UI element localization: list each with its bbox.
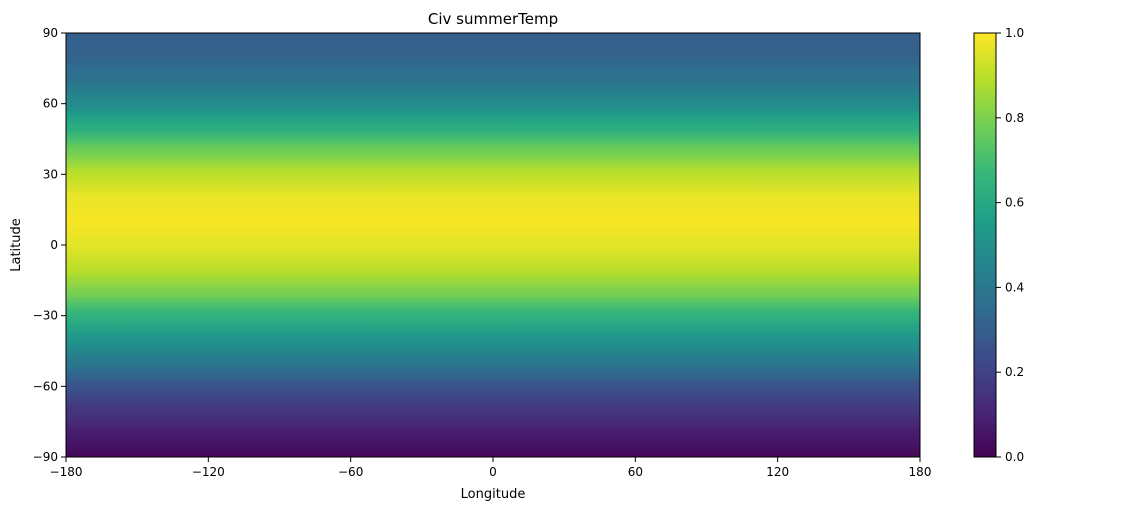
heatmap-field bbox=[66, 33, 920, 457]
heatmap-cell bbox=[66, 404, 920, 416]
x-tick-label: −180 bbox=[50, 465, 83, 479]
colorbar-tick-label: 1.0 bbox=[1005, 26, 1024, 40]
x-tick-label: −120 bbox=[192, 465, 225, 479]
heatmap-cell bbox=[66, 309, 920, 322]
heatmap-cell bbox=[66, 380, 920, 393]
x-axis: −180 −120 −60 0 60 120 180 bbox=[50, 457, 932, 479]
y-tick-label: 0 bbox=[50, 238, 58, 252]
heatmap-cell bbox=[66, 427, 920, 440]
colorbar-axis: 0.0 0.2 0.4 0.6 0.8 1.0 bbox=[996, 26, 1024, 464]
heatmap-cell bbox=[66, 50, 920, 63]
colorbar-tick-label: 0.0 bbox=[1005, 450, 1024, 464]
heatmap-cell bbox=[66, 168, 920, 181]
x-tick-label: 0 bbox=[489, 465, 497, 479]
heatmap-cell bbox=[66, 239, 920, 251]
y-tick-label: −90 bbox=[33, 450, 58, 464]
y-tick-label: 60 bbox=[43, 97, 58, 111]
colorbar-tick-label: 0.6 bbox=[1005, 196, 1024, 210]
heatmap-cell bbox=[66, 74, 920, 86]
heatmap-cell bbox=[66, 262, 920, 275]
colorbar bbox=[973, 32, 997, 458]
y-axis-label: Latitude bbox=[9, 218, 24, 272]
chart-title: Civ summerTemp bbox=[428, 10, 558, 28]
x-tick-label: −60 bbox=[338, 465, 363, 479]
heatmap-cell bbox=[66, 121, 920, 134]
heatmap-cell bbox=[66, 333, 920, 346]
heatmap-cell bbox=[66, 286, 920, 298]
colorbar-tick-label: 0.2 bbox=[1005, 365, 1024, 379]
heatmap-cell bbox=[66, 33, 920, 39]
y-axis: −90 −60 −30 0 30 60 90 bbox=[33, 26, 66, 464]
x-tick-label: 60 bbox=[628, 465, 643, 479]
heatmap-cell bbox=[66, 451, 920, 457]
heatmap-cell bbox=[66, 215, 920, 228]
y-tick-label: −60 bbox=[33, 379, 58, 393]
colorbar-tick-label: 0.8 bbox=[1005, 111, 1024, 125]
x-tick-label: 180 bbox=[909, 465, 932, 479]
x-tick-label: 120 bbox=[766, 465, 789, 479]
x-axis-label: Longitude bbox=[461, 487, 526, 502]
heatmap-cell bbox=[66, 144, 920, 157]
y-tick-label: 90 bbox=[43, 26, 58, 40]
colorbar-tick-label: 0.4 bbox=[1005, 280, 1024, 294]
heatmap-cell bbox=[66, 97, 920, 110]
heatmap-cell bbox=[66, 192, 920, 204]
y-tick-label: 30 bbox=[43, 167, 58, 181]
heatmap-cell bbox=[66, 356, 920, 369]
y-tick-label: −30 bbox=[33, 309, 58, 323]
plot-area bbox=[66, 33, 920, 457]
